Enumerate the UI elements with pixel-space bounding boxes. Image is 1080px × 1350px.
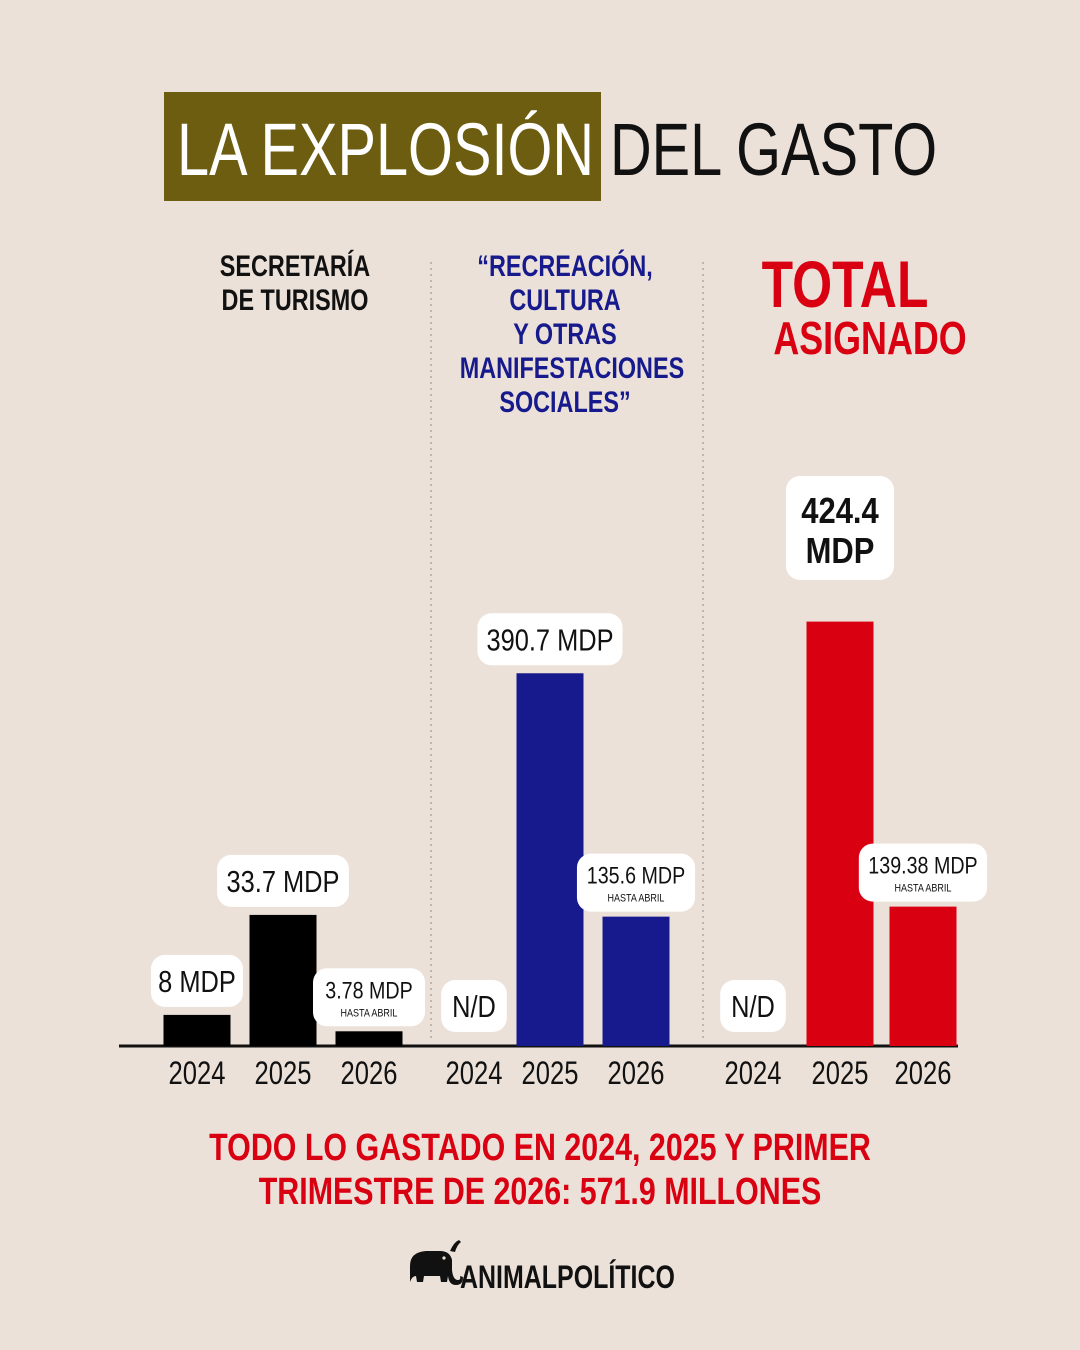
data-label-note: HASTA ABRIL bbox=[895, 883, 952, 895]
x-tick-label: 2025 bbox=[255, 1056, 312, 1091]
panel3-heading-asignado: ASIGNADO bbox=[720, 312, 1020, 364]
x-tick-label: 2026 bbox=[341, 1056, 398, 1091]
panel2-heading-line: Y OTRAS bbox=[513, 318, 617, 351]
panel3-heading-line: TOTAL bbox=[761, 247, 929, 321]
data-label-box bbox=[786, 476, 894, 580]
data-label: 139.38 MDP bbox=[868, 852, 977, 879]
bar bbox=[806, 621, 874, 1046]
x-tick-label: 2025 bbox=[522, 1056, 579, 1091]
data-label: 135.6 MDP bbox=[587, 862, 685, 889]
panel2-heading-line: SOCIALES” bbox=[499, 386, 631, 419]
bar bbox=[249, 914, 317, 1046]
bar bbox=[516, 673, 584, 1046]
x-tick-label: 2026 bbox=[608, 1056, 665, 1091]
bar bbox=[335, 1031, 403, 1046]
panel2-heading-line: MANIFESTACIONES bbox=[459, 352, 685, 385]
data-label: 8 MDP bbox=[158, 965, 236, 1000]
panel1-heading-line: DE TURISMO bbox=[221, 284, 369, 317]
panel1-heading: SECRETARÍA DE TURISMO bbox=[170, 250, 420, 318]
panel2-heading-line: “RECREACIÓN, bbox=[477, 250, 653, 283]
data-label-box bbox=[576, 853, 696, 912]
panel3-heading-line: ASIGNADO bbox=[773, 312, 967, 364]
data-label: N/D bbox=[731, 990, 775, 1025]
data-label-note: HASTA ABRIL bbox=[341, 1008, 398, 1020]
x-tick-label: 2025 bbox=[812, 1056, 869, 1091]
title-highlight-text: LA EXPLOSIÓN bbox=[177, 108, 595, 191]
x-tick-label: 2026 bbox=[895, 1056, 952, 1091]
data-label: 3.78 MDP bbox=[325, 976, 412, 1003]
elephant-icon bbox=[410, 1240, 463, 1285]
data-label: 33.7 MDP bbox=[227, 865, 340, 900]
panel2-heading: “RECREACIÓN, CULTURA Y OTRAS MANIFESTACI… bbox=[430, 250, 700, 420]
data-label-box bbox=[441, 980, 507, 1032]
panel3-heading-total: TOTAL bbox=[720, 248, 970, 320]
title-highlight-box bbox=[164, 92, 601, 201]
title: LA EXPLOSIÓN DEL GASTO bbox=[0, 92, 1080, 202]
footnote-line: TRIMESTRE DE 2026: 571.9 MILLONES bbox=[258, 1171, 822, 1213]
logo-text: ANIMALPOLÍTICO bbox=[460, 1259, 675, 1295]
footnote: TODO LO GASTADO EN 2024, 2025 Y PRIMER T… bbox=[0, 1126, 1080, 1214]
data-label: 424.4 bbox=[801, 492, 879, 532]
panel2-heading-line: CULTURA bbox=[509, 284, 621, 317]
data-label-box bbox=[150, 954, 244, 1007]
x-tick-label: 2024 bbox=[446, 1056, 503, 1091]
x-tick-label: 2024 bbox=[169, 1056, 226, 1091]
panel1-heading-line: SECRETARÍA bbox=[219, 250, 371, 283]
data-label: MDP bbox=[806, 532, 875, 572]
data-label-note: HASTA ABRIL bbox=[608, 893, 665, 905]
x-tick-label: 2024 bbox=[725, 1056, 782, 1091]
data-label-box bbox=[720, 980, 786, 1032]
data-label-box bbox=[477, 613, 623, 666]
bar bbox=[163, 1014, 231, 1046]
data-label-box bbox=[217, 854, 349, 907]
data-label: N/D bbox=[452, 990, 496, 1025]
bar bbox=[889, 906, 957, 1046]
footnote-line: TODO LO GASTADO EN 2024, 2025 Y PRIMER bbox=[209, 1127, 871, 1169]
data-label-box bbox=[313, 968, 425, 1027]
bar bbox=[602, 916, 670, 1046]
title-rest-text: DEL GASTO bbox=[610, 108, 938, 191]
data-label: 390.7 MDP bbox=[486, 623, 613, 658]
data-label-box bbox=[858, 843, 988, 902]
